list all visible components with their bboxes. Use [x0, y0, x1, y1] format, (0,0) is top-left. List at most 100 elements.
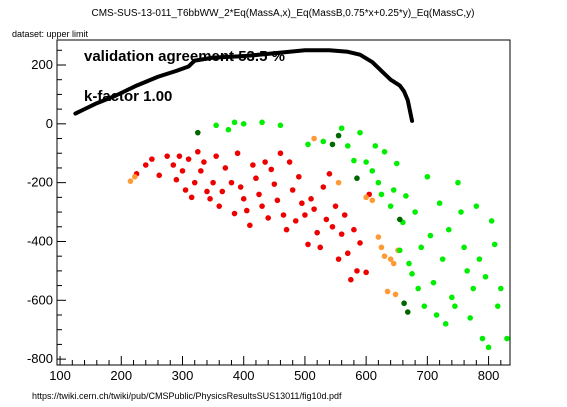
data-point-red	[308, 196, 314, 202]
data-point-green	[381, 148, 388, 155]
data-point-orange	[378, 244, 385, 251]
data-point-red	[198, 168, 204, 174]
data-point-red	[243, 207, 250, 214]
data-point-red	[296, 173, 302, 180]
x-tick-label: 600	[355, 368, 377, 383]
data-point-red	[256, 191, 262, 198]
data-point-orange	[369, 197, 376, 204]
data-point-red	[219, 188, 226, 195]
data-point-green	[449, 294, 455, 301]
data-point-red	[188, 194, 195, 201]
data-point-red	[277, 150, 284, 157]
data-point-green	[372, 143, 379, 149]
data-point-red	[228, 179, 235, 186]
plot-frame	[56, 39, 511, 366]
data-point-green	[445, 226, 452, 233]
data-point-red	[341, 212, 348, 218]
data-point-green	[491, 241, 498, 248]
data-point-red	[213, 153, 219, 159]
data-point-red	[207, 196, 213, 202]
data-point-red	[323, 216, 330, 223]
data-point-orange	[363, 194, 369, 201]
data-point-green	[415, 285, 421, 292]
x-tick-label: 100	[49, 368, 71, 383]
data-point-red	[237, 184, 244, 190]
data-point-red	[271, 181, 278, 187]
data-point-green	[387, 203, 394, 209]
data-point-green	[277, 122, 284, 129]
data-point-red	[204, 188, 210, 195]
data-point-darkgreen	[397, 216, 403, 223]
data-point-red	[156, 172, 163, 179]
data-point-red	[320, 184, 327, 190]
data-point-green	[397, 247, 403, 254]
data-point-green	[436, 200, 443, 207]
data-point-green	[320, 138, 327, 145]
data-point-green	[240, 121, 247, 127]
data-point-green	[421, 303, 428, 309]
data-point-red	[194, 148, 201, 155]
data-point-green	[458, 209, 464, 215]
data-point-red	[265, 215, 271, 221]
data-point-green	[498, 285, 504, 292]
data-point-red	[332, 203, 339, 209]
data-point-green	[351, 157, 357, 164]
data-point-red	[351, 226, 357, 233]
data-point-red	[164, 153, 170, 159]
data-point-orange	[131, 173, 138, 180]
data-point-green	[409, 271, 415, 277]
data-point-green	[430, 279, 437, 286]
data-point-red	[348, 276, 354, 283]
y-tick-label: -800	[27, 351, 53, 366]
data-point-red	[314, 229, 320, 236]
x-tick-label: 700	[417, 368, 439, 383]
data-point-red	[292, 218, 299, 224]
x-tick-label: 800	[478, 368, 500, 383]
data-point-green	[439, 256, 446, 262]
x-tick-label: 200	[110, 368, 132, 383]
data-point-darkgreen	[354, 175, 360, 182]
data-point-green	[485, 344, 492, 351]
x-axis: 100 200 300 400 500 600 700 800	[49, 356, 502, 383]
data-point-green	[482, 273, 489, 280]
limit-curve	[73, 48, 415, 123]
data-point-green	[504, 335, 510, 342]
plot-area: 100 200 300 400 500 600 700 800 -800 -600 -400 -20…	[27, 39, 511, 383]
data-point-red	[262, 159, 268, 165]
data-point-red	[247, 222, 253, 229]
data-point-orange	[311, 135, 317, 142]
data-point-red	[250, 162, 256, 168]
annotation-kfactor: k-factor 1.00	[84, 88, 172, 105]
data-point-green	[464, 268, 470, 274]
data-point-green	[476, 256, 483, 262]
y-tick-label: 200	[31, 57, 53, 72]
data-point-green	[369, 168, 376, 174]
data-point-red	[299, 200, 305, 207]
data-point-green	[442, 321, 449, 327]
data-point-red	[354, 268, 360, 274]
data-point-green	[338, 125, 345, 132]
data-point-red	[179, 168, 186, 174]
data-point-darkgreen	[404, 309, 411, 315]
y-tick-label: -200	[27, 175, 53, 190]
data-point-green	[494, 303, 501, 309]
x-tick-label: 300	[172, 368, 194, 383]
data-point-green	[433, 312, 440, 318]
data-point-green	[378, 191, 385, 198]
data-point-green	[412, 209, 418, 215]
data-point-red	[274, 197, 281, 204]
data-point-red	[326, 171, 333, 177]
data-point-red	[216, 203, 223, 209]
data-point-red	[335, 256, 342, 262]
data-point-orange	[375, 234, 382, 240]
data-point-green	[225, 126, 232, 133]
dataset-label: dataset: upper limit	[12, 29, 89, 39]
data-point-green	[213, 122, 219, 129]
data-point-red	[253, 175, 259, 182]
data-point-red	[182, 187, 189, 193]
chart-title: CMS-SUS-13-011_T6bbWW_2*Eq(MassA,x)_Eq(M…	[91, 8, 474, 19]
data-point-green	[403, 193, 409, 199]
data-point-red	[363, 269, 369, 276]
data-point-green	[375, 179, 382, 186]
